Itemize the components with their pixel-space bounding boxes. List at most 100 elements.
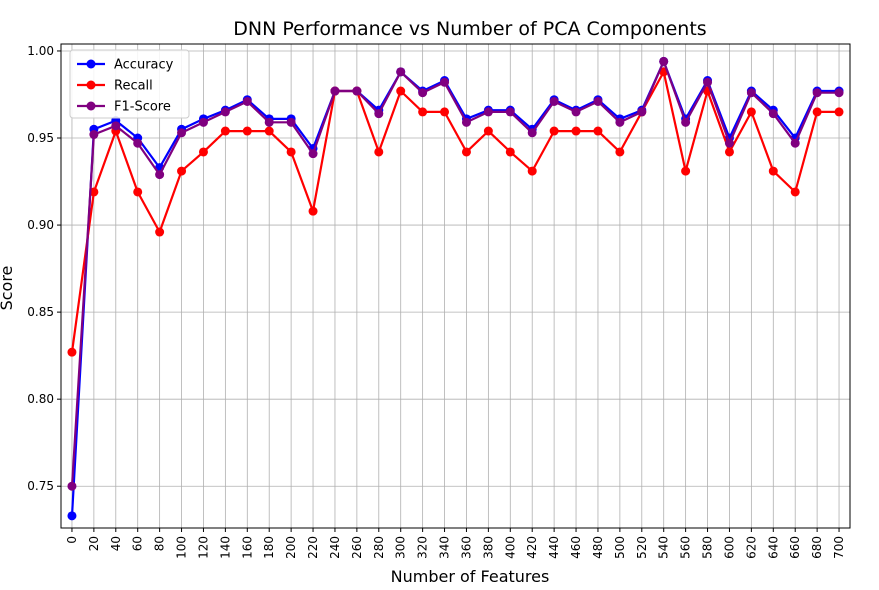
x-tick-label: 640 <box>766 536 780 559</box>
data-point <box>834 107 844 117</box>
x-tick-label: 580 <box>701 536 715 559</box>
data-point <box>133 187 143 197</box>
data-point <box>746 88 756 98</box>
legend-swatch-marker <box>86 80 96 90</box>
data-point <box>89 187 99 197</box>
y-tick-label: 1.00 <box>27 44 54 58</box>
x-tick-label: 340 <box>438 536 452 559</box>
data-point <box>812 88 822 98</box>
chart-title: DNN Performance vs Number of PCA Compone… <box>233 18 706 40</box>
y-tick-label: 0.75 <box>27 479 54 493</box>
y-tick-label: 0.90 <box>27 218 54 232</box>
x-tick-label: 660 <box>788 536 802 559</box>
data-point <box>89 130 99 140</box>
x-tick-label: 540 <box>657 536 671 559</box>
x-tick-label: 120 <box>196 536 210 559</box>
axes: 0 20 40 60 80 100 120 140 160 180 200 220 240 260 280 3… <box>27 44 846 559</box>
series-accuracy <box>67 56 844 521</box>
data-point <box>220 107 230 117</box>
data-point <box>768 166 778 176</box>
data-point <box>440 77 450 87</box>
data-point <box>418 88 428 98</box>
x-tick-label: 460 <box>569 536 583 559</box>
x-axis-label: Number of Features <box>391 567 550 586</box>
series-line <box>70 60 839 487</box>
x-tick-label: 180 <box>262 536 276 559</box>
data-point <box>67 481 77 491</box>
data-point <box>264 117 274 127</box>
data-point <box>571 126 581 136</box>
data-point <box>264 126 274 136</box>
data-point <box>527 128 537 138</box>
y-tick-label: 0.95 <box>27 131 54 145</box>
x-tick-label: 320 <box>416 536 430 559</box>
data-point <box>396 86 406 96</box>
x-tick-label: 40 <box>109 536 123 551</box>
data-point <box>461 117 471 127</box>
data-point <box>703 77 713 87</box>
data-point <box>527 166 537 176</box>
legend-frame <box>69 49 190 119</box>
x-tick-label: 440 <box>547 536 561 559</box>
y-tick-label: 0.80 <box>27 392 54 406</box>
x-tick-label: 620 <box>744 536 758 559</box>
data-point <box>220 126 230 136</box>
x-tick-label: 300 <box>394 536 408 559</box>
x-tick-label: 420 <box>525 536 539 559</box>
data-point <box>812 107 822 117</box>
data-point <box>746 107 756 117</box>
data-point <box>198 117 208 127</box>
data-point <box>790 187 800 197</box>
plot-area <box>60 43 851 529</box>
data-point <box>198 147 208 157</box>
x-tick-label: 60 <box>131 536 145 551</box>
data-point <box>242 126 252 136</box>
data-point <box>834 88 844 98</box>
data-point <box>768 109 778 119</box>
x-tick-label: 360 <box>459 536 473 559</box>
data-point <box>549 126 559 136</box>
x-tick-label: 480 <box>591 536 605 559</box>
data-point <box>374 109 384 119</box>
data-point <box>549 96 559 106</box>
data-point <box>593 126 603 136</box>
x-tick-label: 260 <box>350 536 364 559</box>
x-tick-label: 0 <box>65 536 79 544</box>
x-tick-label: 20 <box>87 536 101 551</box>
data-point <box>593 96 603 106</box>
legend-swatch-marker <box>86 59 96 69</box>
data-point <box>374 147 384 157</box>
data-point <box>440 107 450 117</box>
data-point <box>681 117 691 127</box>
x-tick-label: 160 <box>240 536 254 559</box>
data-point <box>67 347 77 357</box>
legend-label: F1-Score <box>114 100 171 115</box>
legend: Accuracy Recall F1-Score <box>69 49 190 119</box>
data-point <box>177 166 187 176</box>
legend-item: Recall <box>77 79 153 94</box>
legend-item: Accuracy <box>77 58 174 73</box>
series-f1-score <box>67 56 844 491</box>
y-tick-label: 0.85 <box>27 305 54 319</box>
data-point <box>659 56 669 66</box>
data-point <box>637 107 647 117</box>
data-point <box>352 86 362 96</box>
y-axis-label: Score <box>0 266 16 311</box>
data-point <box>308 206 318 216</box>
data-point <box>133 138 143 148</box>
series-line <box>70 70 839 353</box>
data-point <box>724 138 734 148</box>
data-point <box>286 117 296 127</box>
x-tick-label: 700 <box>832 536 846 559</box>
data-point <box>505 147 515 157</box>
data-point <box>790 138 800 148</box>
series-group <box>67 56 844 521</box>
data-point <box>111 121 121 131</box>
data-point <box>571 107 581 117</box>
x-tick-label: 400 <box>503 536 517 559</box>
x-tick-label: 80 <box>153 536 167 551</box>
x-tick-label: 100 <box>175 536 189 559</box>
data-point <box>308 149 318 159</box>
data-point <box>418 107 428 117</box>
x-tick-label: 500 <box>613 536 627 559</box>
